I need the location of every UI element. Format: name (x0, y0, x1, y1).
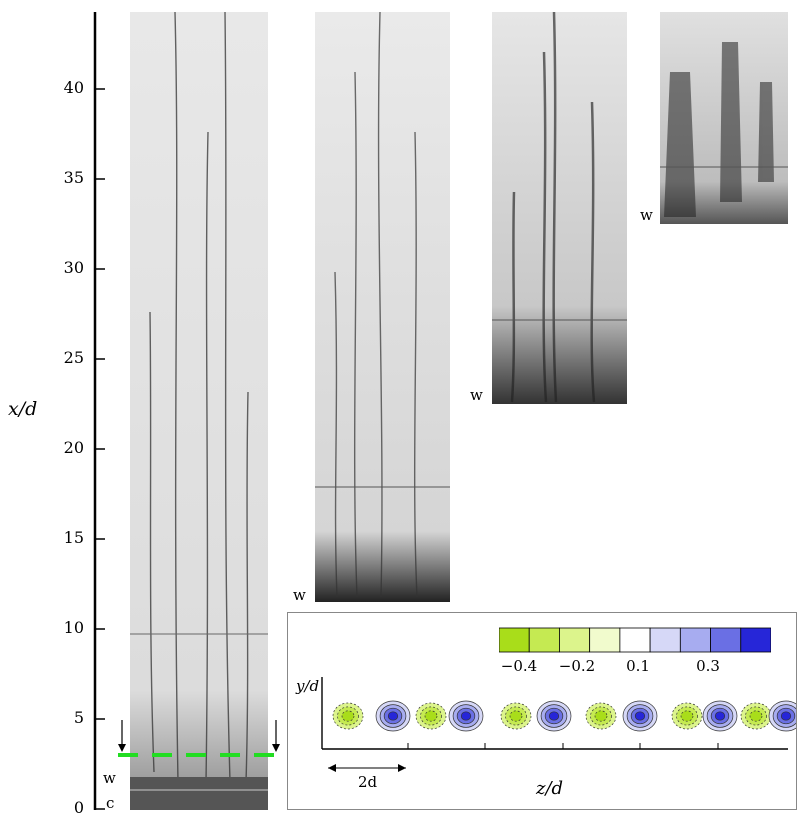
inset-x-label: z/d (536, 778, 564, 799)
colorbar-cell (499, 627, 530, 653)
negative-vortex-contour (424, 710, 438, 722)
negative-vortex-contour (341, 710, 355, 722)
tick-label: 35 (63, 168, 84, 187)
colorbar-cell (589, 627, 621, 653)
colorbar-label: 0.3 (696, 657, 720, 675)
y-axis-title: x/d (8, 398, 38, 420)
colorbar (499, 627, 771, 653)
negative-vortex-contour (680, 710, 694, 722)
tick-label: 25 (63, 348, 84, 367)
negative-vortex-contour (509, 710, 523, 722)
tick-label: 30 (63, 258, 84, 277)
inset-y-label: y/d (296, 677, 320, 695)
positive-vortex-contour (780, 711, 792, 721)
contour-plot (321, 677, 796, 772)
photo1-letter-c: c (106, 794, 115, 812)
tick-label: 15 (63, 528, 84, 547)
tick-label: 10 (63, 618, 84, 637)
colorbar-label: −0.4 (500, 657, 538, 675)
photo-strip-1 (130, 12, 268, 810)
colorbar-cell (740, 627, 771, 653)
inset-panel: −0.4 −0.2 0.1 0.3 y/d z/d 2d (287, 612, 797, 810)
photo1-letter-w: w (103, 769, 116, 787)
tick-label: 5 (73, 708, 84, 727)
photo3-letter-w: w (470, 386, 483, 404)
photo2-letter-w: w (293, 586, 306, 604)
colorbar-label: −0.2 (558, 657, 596, 675)
colorbar-cell (710, 627, 742, 653)
positive-vortex-contour (634, 711, 646, 721)
positive-vortex-contour (387, 711, 399, 721)
positive-vortex-contour (460, 711, 472, 721)
positive-vortex-contour (548, 711, 560, 721)
positive-vortex-contour (714, 711, 726, 721)
colorbar-cell (649, 627, 681, 653)
photo-strip-2 (315, 12, 450, 602)
colorbar-cell (559, 627, 591, 653)
negative-vortex-contour (749, 710, 763, 722)
tick-label: 0 (73, 798, 84, 817)
negative-vortex-contour (594, 710, 608, 722)
photo-strip-4 (660, 12, 788, 224)
photo4-letter-w: w (640, 206, 653, 224)
photo-strip-3 (492, 12, 627, 404)
scale-label: 2d (358, 773, 378, 791)
colorbar-label: 0.1 (626, 657, 650, 675)
colorbar-cell (528, 627, 560, 653)
tick-label: 40 (63, 78, 84, 97)
colorbar-cell (619, 627, 651, 653)
tick-label: 20 (63, 438, 84, 457)
